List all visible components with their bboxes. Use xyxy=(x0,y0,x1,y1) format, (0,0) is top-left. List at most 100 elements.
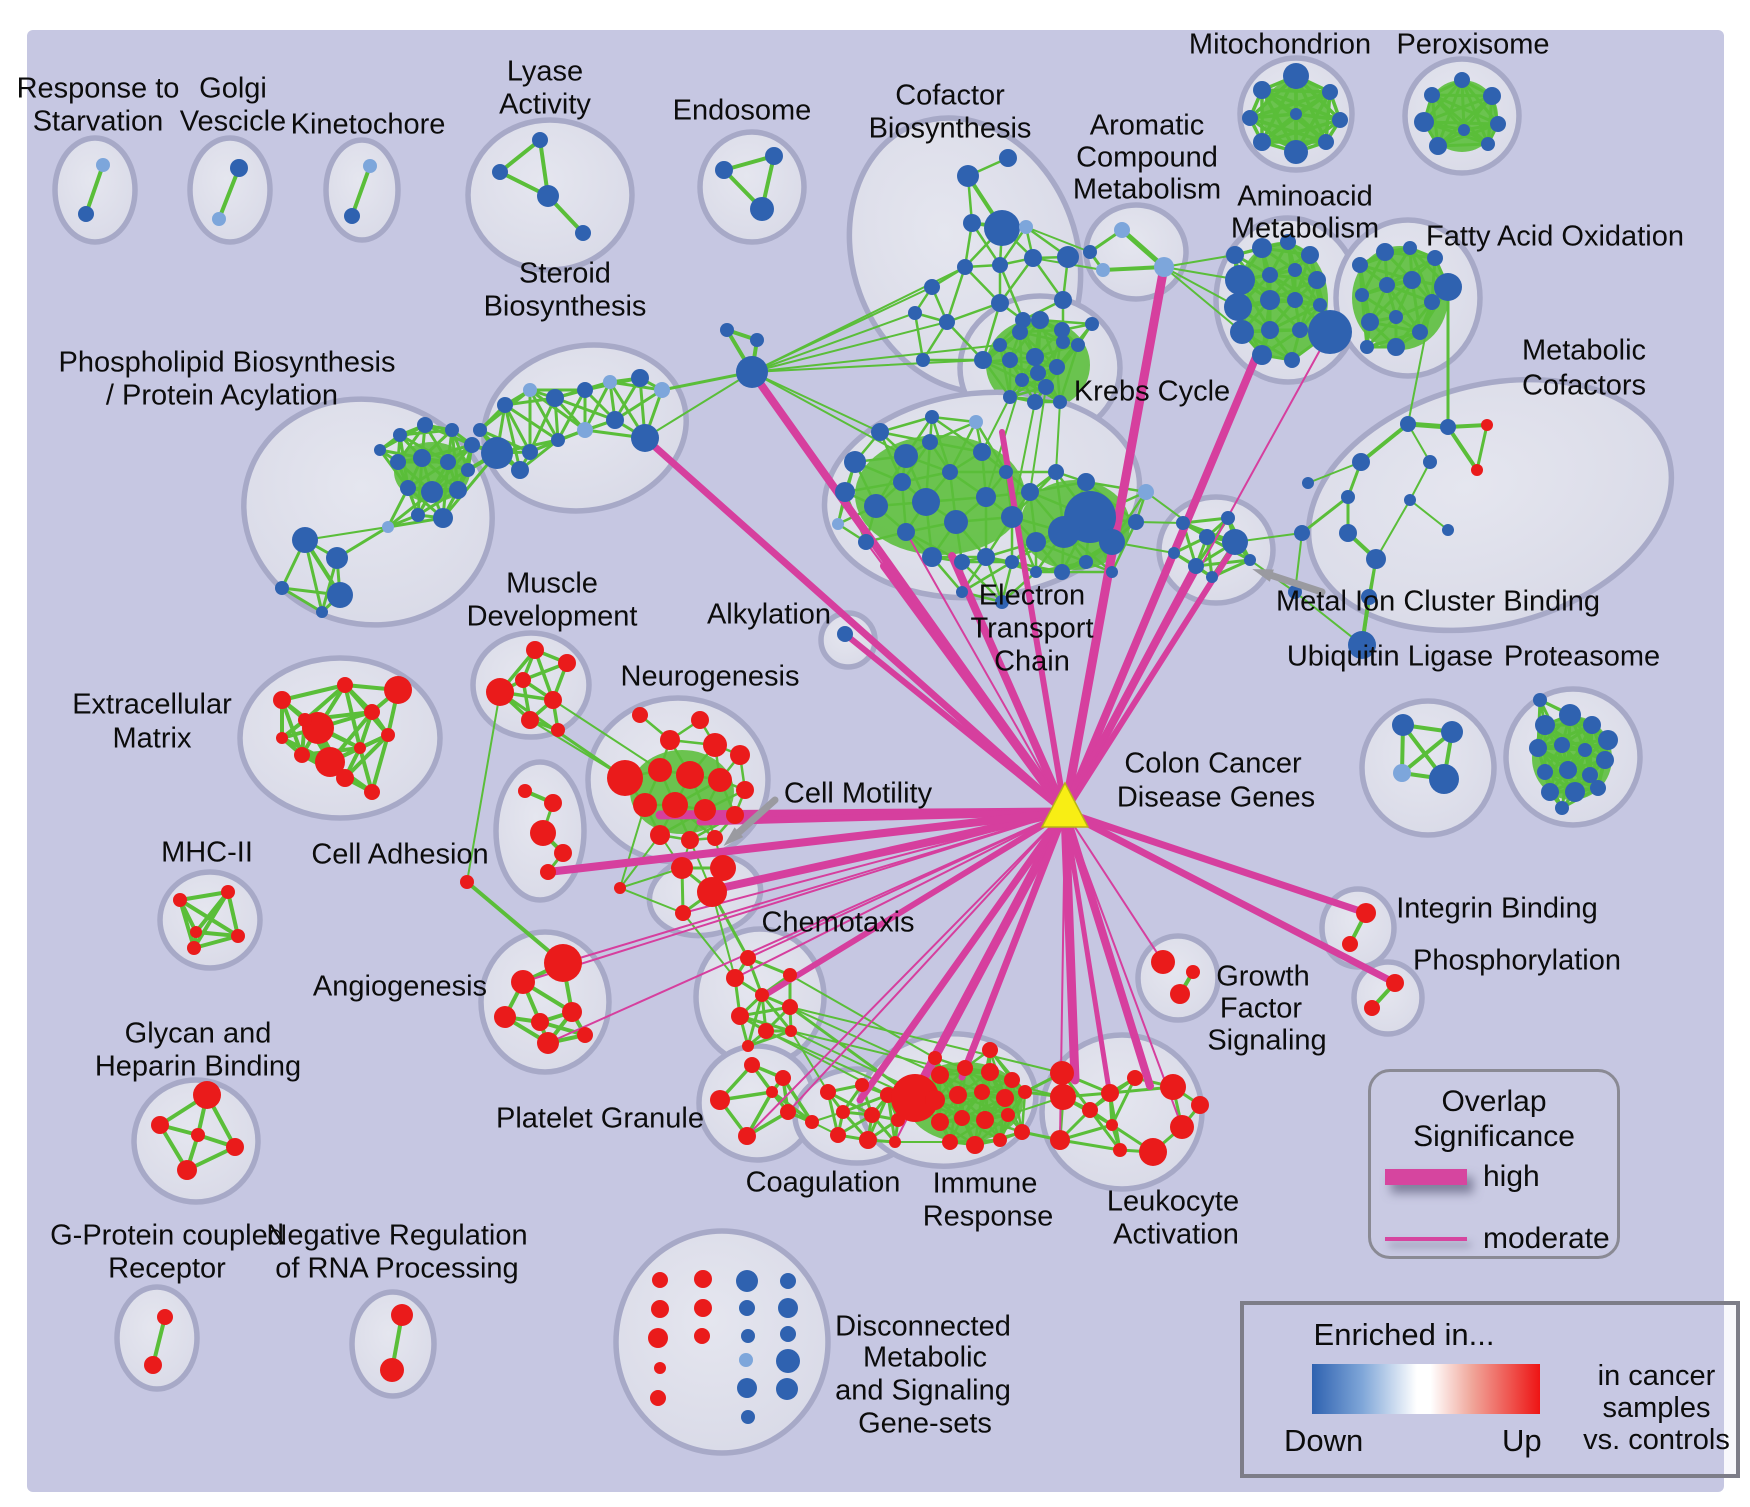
gene-set-node-fatty-acid-oxidation[interactable] xyxy=(1427,250,1443,266)
gene-set-node-electron-transport-chain[interactable] xyxy=(897,523,915,541)
gene-set-node-electron-transport-chain[interactable] xyxy=(844,451,866,473)
gene-set-node-fatty-acid-oxidation[interactable] xyxy=(1389,310,1403,324)
gene-set-node-disconnected-gene-sets[interactable] xyxy=(780,1273,796,1289)
gene-set-node-steroid-biosynthesis[interactable] xyxy=(497,397,513,413)
cluster-ellipse-phosphorylation[interactable] xyxy=(1351,959,1425,1037)
gene-set-node-mhc-ii[interactable] xyxy=(187,941,201,955)
gene-set-node-electron-transport-chain[interactable] xyxy=(835,482,855,502)
gene-set-node-leukocyte-activation[interactable] xyxy=(1139,1138,1167,1166)
gene-set-node-muscle-development[interactable] xyxy=(558,654,576,672)
gene-set-node-coagulation[interactable] xyxy=(820,1084,836,1100)
gene-set-node-cell-adhesion[interactable] xyxy=(554,844,572,862)
gene-set-node-phospholipid-biosynthesis[interactable] xyxy=(316,606,328,618)
gene-set-node-angiogenesis[interactable] xyxy=(544,944,582,982)
gene-set-node-cell-adhesion[interactable] xyxy=(518,784,532,798)
gene-set-node-immune-response[interactable] xyxy=(993,1133,1007,1147)
gene-set-node-fatty-acid-oxidation[interactable] xyxy=(1361,313,1379,331)
gene-set-node-steroid-biosynthesis[interactable] xyxy=(511,461,529,479)
gene-set-node-electron-transport-chain[interactable] xyxy=(894,444,918,468)
gene-set-node-muscle-development[interactable] xyxy=(515,672,531,688)
gene-set-node-electron-transport-chain[interactable] xyxy=(995,595,1009,609)
gene-set-node-aminoacid-metabolism[interactable] xyxy=(1284,352,1300,368)
gene-set-node-immune-response[interactable] xyxy=(981,1063,999,1081)
gene-set-node-leukocyte-activation[interactable] xyxy=(1101,1084,1119,1102)
gene-set-node-electron-transport-chain[interactable] xyxy=(871,423,889,441)
gene-set-node-cofactor-biosynthesis[interactable] xyxy=(1056,335,1070,349)
gene-set-node-immune-response[interactable] xyxy=(949,1086,967,1104)
gene-set-node-electron-transport-chain[interactable] xyxy=(1054,564,1070,580)
gene-set-node-electron-transport-chain[interactable] xyxy=(1138,484,1154,500)
gene-set-node-neurogenesis[interactable] xyxy=(632,707,648,723)
gene-set-node-electron-transport-chain[interactable] xyxy=(893,473,911,491)
gene-set-node-aminoacid-metabolism[interactable] xyxy=(1261,321,1279,339)
gene-set-node-mitochondrion[interactable] xyxy=(1242,110,1258,126)
gene-set-node-fatty-acid-oxidation[interactable] xyxy=(1424,294,1440,310)
gene-set-node-chemotaxis[interactable] xyxy=(785,1025,797,1037)
cluster-ellipse-endosome[interactable] xyxy=(697,129,807,245)
gene-set-node-metabolic-cofactors[interactable] xyxy=(1352,453,1370,471)
gene-set-node-metabolic-cofactors[interactable] xyxy=(1339,524,1357,542)
gene-set-node-angiogenesis[interactable] xyxy=(494,1006,516,1028)
gene-set-node-metal-ion-cluster-binding[interactable] xyxy=(1222,529,1248,555)
cluster-ellipse-ubiquitin-ligase[interactable] xyxy=(1359,698,1497,838)
gene-set-node-platelet-granule[interactable] xyxy=(805,1115,819,1129)
gene-set-node-mhc-ii[interactable] xyxy=(231,929,245,943)
gene-set-node-immune-response[interactable] xyxy=(925,1090,945,1110)
gene-set-node-disconnected-gene-sets[interactable] xyxy=(651,1300,669,1318)
gene-set-node-phosphorylation[interactable] xyxy=(1386,974,1404,992)
gene-set-node-electron-transport-chain[interactable] xyxy=(1106,566,1118,578)
gene-set-node-coagulation[interactable] xyxy=(864,1107,880,1123)
gene-set-node-mitochondrion[interactable] xyxy=(1332,112,1348,128)
gene-set-node-proteasome[interactable] xyxy=(1555,801,1569,815)
gene-set-node-leukocyte-activation[interactable] xyxy=(1050,1061,1074,1085)
gene-set-node-aminoacid-metabolism[interactable] xyxy=(1224,293,1252,321)
gene-set-node-phosphorylation[interactable] xyxy=(1364,1000,1380,1016)
gene-set-node-neurogenesis[interactable] xyxy=(633,793,657,817)
gene-set-node-metabolic-cofactors[interactable] xyxy=(1440,419,1456,435)
gene-set-node-disconnected-gene-sets[interactable] xyxy=(776,1378,798,1400)
gene-set-node-fatty-acid-oxidation[interactable] xyxy=(1355,288,1369,302)
gene-set-node-g-protein-coupled-receptor[interactable] xyxy=(157,1309,173,1325)
gene-set-node-platelet-granule[interactable] xyxy=(710,1090,730,1110)
gene-set-node-cofactor-biosynthesis[interactable] xyxy=(939,314,955,330)
gene-set-node-immune-response[interactable] xyxy=(966,1136,984,1154)
gene-set-node-electron-transport-chain[interactable] xyxy=(944,510,968,534)
gene-set-node-chemotaxis[interactable] xyxy=(783,968,797,982)
gene-set-node-extracellular-matrix[interactable] xyxy=(294,747,310,763)
gene-set-node-cofactor-biosynthesis[interactable] xyxy=(916,353,930,367)
gene-set-node-response-to-starvation[interactable] xyxy=(96,158,110,172)
gene-set-node-fatty-acid-oxidation[interactable] xyxy=(1403,241,1417,255)
gene-set-node-phospholipid-biosynthesis[interactable] xyxy=(327,582,353,608)
gene-set-node-phospholipid-biosynthesis[interactable] xyxy=(417,417,433,433)
gene-set-node-electron-transport-chain[interactable] xyxy=(956,586,968,598)
gene-set-node-mhc-ii[interactable] xyxy=(173,893,187,907)
gene-set-node-aminoacid-metabolism[interactable] xyxy=(1280,234,1296,250)
gene-set-node-krebs-cycle[interactable] xyxy=(1038,379,1054,395)
gene-set-node-aminoacid-metabolism[interactable] xyxy=(1262,267,1278,283)
gene-set-node-fatty-acid-oxidation[interactable] xyxy=(1412,324,1428,340)
gene-set-node-electron-transport-chain[interactable] xyxy=(912,488,940,516)
gene-set-node-immune-response[interactable] xyxy=(931,1066,949,1084)
gene-set-node-neurogenesis[interactable] xyxy=(691,711,709,729)
gene-set-node-electron-transport-chain[interactable] xyxy=(858,534,874,550)
gene-set-node-muscle-development[interactable] xyxy=(486,678,514,706)
gene-set-node-mitochondrion[interactable] xyxy=(1318,134,1334,150)
gene-set-node-cell-motility[interactable] xyxy=(675,905,691,921)
gene-set-node-krebs-cycle[interactable] xyxy=(1049,359,1065,375)
gene-set-node-angiogenesis[interactable] xyxy=(537,1032,559,1054)
gene-set-node-lyase-activity[interactable] xyxy=(575,225,591,241)
gene-set-node-electron-transport-chain[interactable] xyxy=(1021,483,1039,501)
gene-set-node-steroid-biosynthesis[interactable] xyxy=(551,433,565,447)
gene-set-node-steroid-biosynthesis[interactable] xyxy=(631,369,649,387)
gene-set-node-glycan-heparin-binding[interactable] xyxy=(193,1081,221,1109)
gene-set-node-immune-response[interactable] xyxy=(982,1042,998,1058)
cluster-ellipse-disconnected-gene-sets[interactable] xyxy=(613,1228,831,1456)
gene-set-node-disconnected-gene-sets[interactable] xyxy=(741,1329,755,1343)
gene-set-node-cofactor-biosynthesis[interactable] xyxy=(957,259,973,275)
gene-set-node-neurogenesis[interactable] xyxy=(607,760,643,796)
gene-set-node-immune-response[interactable] xyxy=(996,1089,1014,1107)
gene-set-node-immune-response[interactable] xyxy=(1001,1108,1015,1122)
gene-set-node-aminoacid-metabolism[interactable] xyxy=(1226,246,1244,264)
gene-set-node-cell-motility[interactable] xyxy=(671,857,693,879)
gene-set-node[interactable] xyxy=(736,356,768,388)
